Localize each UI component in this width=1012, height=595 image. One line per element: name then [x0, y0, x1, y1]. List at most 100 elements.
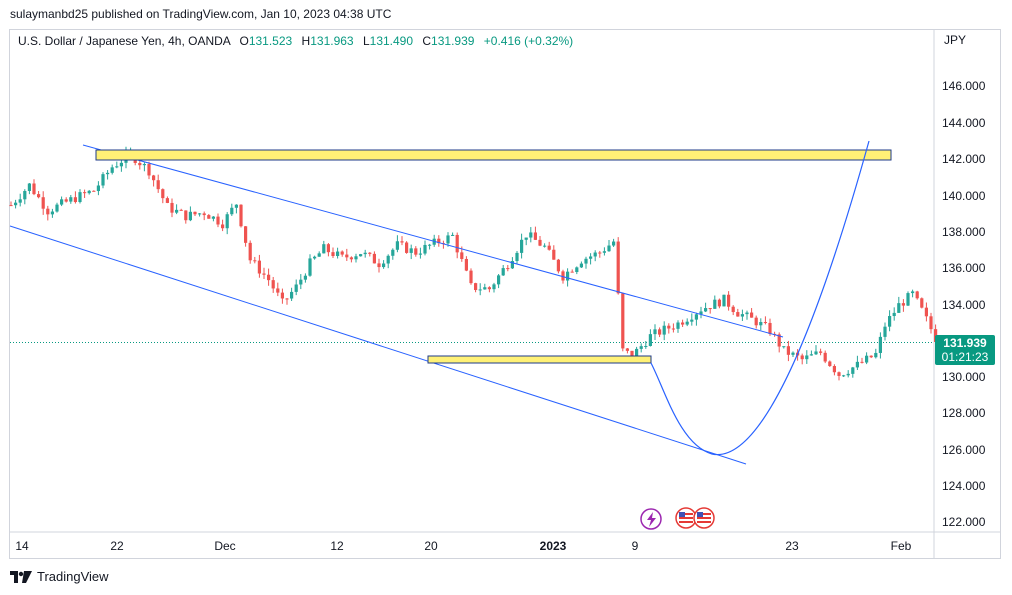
high-label: H	[301, 34, 311, 48]
candle-body	[524, 237, 528, 240]
candle-body	[64, 199, 68, 202]
price-badge-price: 131.939	[943, 336, 987, 350]
candle-body	[290, 291, 294, 299]
candle-body	[483, 287, 487, 290]
candle-body	[464, 258, 468, 271]
candle-body	[354, 256, 358, 260]
candle-body	[676, 322, 680, 329]
candle-body	[138, 162, 142, 166]
price-badge: 131.939 01:21:23	[935, 335, 995, 365]
y-tick-label: 144.000	[942, 116, 986, 130]
candle-body	[41, 197, 45, 209]
candle-body	[437, 238, 441, 244]
candle-body	[474, 283, 478, 291]
change-value: +0.416 (+0.32%)	[483, 34, 574, 48]
us-flag-icon[interactable]	[693, 507, 715, 529]
candle-body	[598, 252, 602, 254]
candle-body	[658, 329, 662, 335]
candle-body	[211, 216, 215, 219]
candle-body	[184, 210, 188, 221]
candle-body	[340, 251, 344, 255]
candle-body	[819, 351, 823, 353]
candle-body	[777, 334, 781, 347]
candle-body	[690, 319, 694, 322]
candle-body	[267, 274, 271, 281]
candle-body	[478, 289, 482, 291]
candle-body	[230, 207, 234, 215]
y-tick-label: 138.000	[942, 225, 986, 239]
x-tick-label: Feb	[891, 539, 912, 553]
candle-body	[837, 372, 841, 376]
support-zone[interactable]	[427, 355, 652, 364]
x-tick-label: 14	[15, 539, 29, 553]
candle-body	[377, 263, 381, 268]
candle-body	[253, 260, 257, 262]
us-flag-icon[interactable]	[675, 507, 697, 529]
channel-upper-line[interactable]	[82, 144, 784, 338]
candle-body	[630, 350, 634, 359]
publisher-header: sulaymanbd25 published on TradingView.co…	[10, 7, 392, 21]
x-tick-label: 2023	[540, 539, 567, 553]
candle-body	[18, 199, 22, 203]
candle-body	[331, 252, 335, 257]
resistance-zone[interactable]	[95, 149, 892, 161]
candle-body	[92, 190, 96, 192]
x-tick-label: 9	[632, 539, 639, 553]
candle-body	[193, 211, 197, 215]
candle-body	[782, 346, 786, 348]
candle-body	[727, 294, 731, 307]
candle-body	[685, 321, 689, 325]
candle-body	[842, 375, 846, 377]
candle-body	[96, 185, 100, 192]
projection-curve[interactable]	[650, 140, 870, 456]
candle-body	[745, 312, 749, 315]
candle-body	[336, 251, 340, 257]
candle-body	[262, 273, 266, 275]
candle-body	[648, 334, 652, 346]
y-tick-label: 146.000	[942, 79, 986, 93]
candle-body	[395, 241, 399, 250]
price-badge-countdown: 01:21:23	[942, 350, 989, 364]
candle-body	[915, 291, 919, 299]
candle-body	[566, 271, 570, 281]
candle-body	[386, 255, 390, 264]
candle-body	[239, 204, 243, 227]
candle-body	[593, 252, 597, 257]
candle-body	[828, 361, 832, 367]
candle-body	[754, 317, 758, 326]
candle-body	[50, 211, 54, 215]
candle-body	[924, 307, 928, 317]
x-tick-label: 20	[424, 539, 438, 553]
candle-body	[492, 284, 496, 290]
high-value: 131.963	[310, 34, 354, 48]
channel-lower-line[interactable]	[9, 225, 747, 465]
candle-body	[639, 346, 643, 349]
candle-body	[271, 280, 275, 289]
candle-body	[667, 325, 671, 329]
candle-body	[55, 204, 59, 212]
candle-body	[809, 354, 813, 356]
candle-body	[69, 197, 73, 202]
candle-body	[37, 194, 41, 198]
candle-body	[23, 190, 27, 200]
candle-body	[814, 351, 818, 355]
candle-body	[538, 239, 542, 246]
footer-brand[interactable]: TradingView	[10, 569, 109, 584]
candle-body	[855, 361, 859, 368]
candle-body	[625, 348, 629, 351]
candle-body	[556, 259, 560, 272]
candle-body	[244, 226, 248, 243]
candle-body	[363, 252, 367, 255]
candle-body	[501, 268, 505, 276]
candle-body	[405, 242, 409, 253]
candle-body	[740, 314, 744, 317]
candle-body	[409, 248, 413, 253]
symbol-legend: U.S. Dollar / Japanese Yen, 4h, OANDA O1…	[18, 34, 573, 48]
candle-body	[906, 293, 910, 306]
candle-body	[9, 205, 13, 207]
candle-body	[510, 261, 514, 269]
lightning-icon[interactable]	[640, 508, 662, 530]
candle-body	[60, 199, 64, 205]
candle-body	[929, 316, 933, 330]
